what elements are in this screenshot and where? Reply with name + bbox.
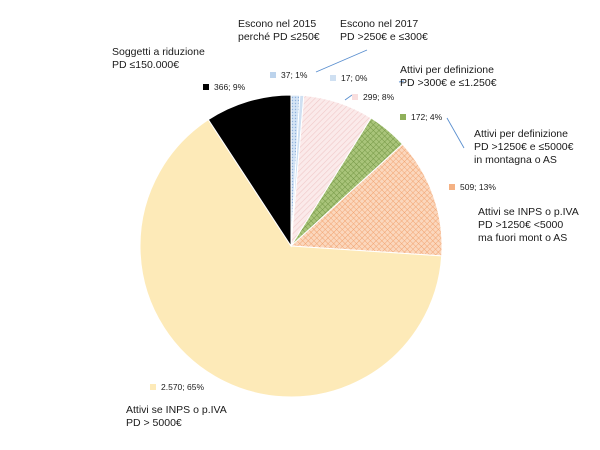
slice-data-label-text: 172; 4% [411,112,443,122]
slice-data-label: 37; 1% [270,70,307,80]
leader-line [398,80,405,83]
slice-category-label: Attivi se INPS o p.IVA PD >1250€ <5000 m… [478,206,579,244]
legend-swatch [449,184,455,190]
slice-data-label: 172; 4% [400,112,442,122]
legend-swatch [203,84,209,90]
slice-data-label-text: 509; 13% [460,182,496,192]
legend-swatch [352,94,358,100]
legend-swatch [400,114,406,120]
slice-data-label-text: 366; 9% [214,82,246,92]
slice-category-label: Attivi per definizione PD >300€ e ≤1.250… [400,64,497,89]
slice-category-label: Escono nel 2015 perché PD ≤250€ [238,18,320,43]
slice-data-label: 366; 9% [203,82,245,92]
slice-data-label: 2.570; 65% [150,382,204,392]
legend-swatch [330,75,336,81]
legend-swatch [270,72,276,78]
slice-data-label: 299; 8% [352,92,394,102]
pie-slice [289,143,443,257]
leader-line [315,49,368,73]
slice-category-label: Escono nel 2017 PD >250€ e ≤300€ [340,18,428,43]
leader-line [344,94,353,101]
pie-slice [207,94,292,248]
slice-data-label-text: 17; 0% [341,73,368,83]
slice-category-label: Attivi se INPS o p.IVA PD > 5000€ [126,404,227,429]
slice-data-label-text: 2.570; 65% [161,382,205,392]
slice-category-label: Soggetti a riduzione PD ≤150.000€ [112,46,205,71]
slice-category-label: Attivi per definizione PD >1250€ e ≤5000… [474,128,574,166]
slice-data-label: 17; 0% [330,73,367,83]
legend-swatch [150,384,156,390]
leader-line [446,117,465,149]
slice-data-label-text: 37; 1% [281,70,308,80]
pie-slice [139,118,443,398]
slice-data-label: 509; 13% [449,182,496,192]
slice-data-label-text: 299; 8% [363,92,395,102]
